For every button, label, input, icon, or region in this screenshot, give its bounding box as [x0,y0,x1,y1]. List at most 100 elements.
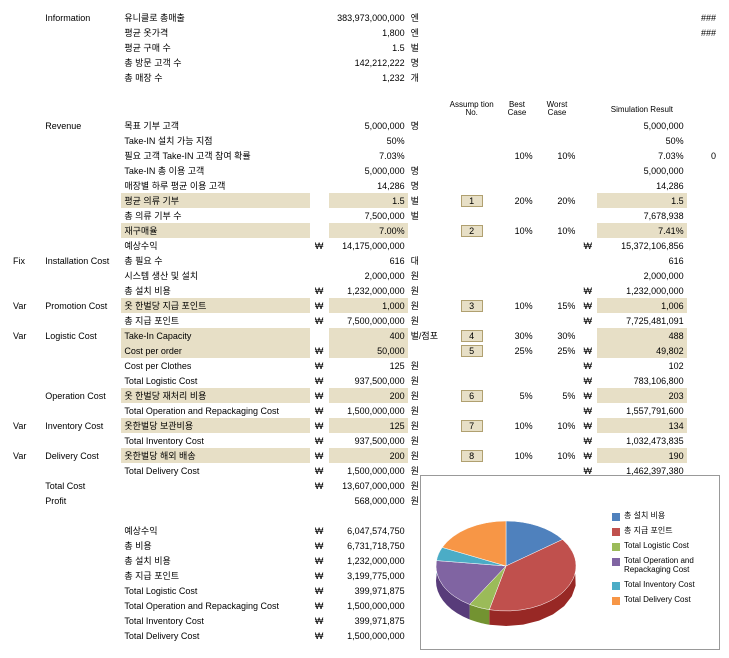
worst: 10% [536,223,579,238]
best: 10% [498,418,535,433]
unit: 명 [408,163,445,178]
worst [536,55,579,70]
cat [10,223,42,238]
currency: ₩ [310,238,329,253]
label: 재구매율 [121,223,309,238]
group [42,628,121,643]
group [42,313,121,328]
value: 1,232,000,000 [329,283,408,298]
value: 1.5 [329,40,408,55]
extra [687,268,719,283]
sim-currency [578,40,597,55]
group: Operation Cost [42,388,121,403]
best: 10% [498,148,535,163]
label: 평균 구매 수 [121,40,309,55]
currency [310,253,329,268]
sim-value [597,55,687,70]
best [498,283,535,298]
legend-item: Total Logistic Cost [612,542,714,551]
cat [10,493,42,508]
currency [310,55,329,70]
extra: ### [687,10,719,25]
cat [10,85,42,100]
worst [536,373,579,388]
worst: 10% [536,148,579,163]
unit: 벌 [408,193,445,208]
sim-currency: ₩ [578,238,597,253]
unit: 명 [408,55,445,70]
group [42,193,121,208]
best: 25% [498,343,535,358]
group [42,433,121,448]
label: Take-In Capacity [121,328,309,343]
sim-value: 7.03% [597,148,687,163]
currency: ₩ [310,283,329,298]
sim-value: 1,557,791,600 [597,403,687,418]
sim-value [597,10,687,25]
best [498,70,535,85]
worst [536,253,579,268]
extra [687,55,719,70]
value: 6,731,718,750 [329,538,408,553]
unit: 원 [408,448,445,463]
extra: ### [687,25,719,40]
value: 5,000,000 [329,118,408,133]
value: 399,971,875 [329,613,408,628]
sim-currency [578,55,597,70]
sim-currency [578,208,597,223]
label: Total Inventory Cost [121,433,309,448]
worst [536,358,579,373]
group [42,508,121,523]
sim-value [597,85,687,100]
sim-currency: ₩ [578,283,597,298]
best [498,358,535,373]
unit: 원 [408,313,445,328]
extra [687,253,719,268]
unit [408,85,445,100]
best [498,373,535,388]
label: 옷한벌당 보관비용 [121,418,309,433]
assump-no: 1 [461,195,483,207]
cat: Fix [10,253,42,268]
assump-no: 3 [461,300,483,312]
group [42,613,121,628]
group: Promotion Cost [42,298,121,313]
group [42,568,121,583]
cat [10,613,42,628]
sim-value: 1,006 [597,298,687,313]
worst [536,118,579,133]
extra [687,373,719,388]
cat [10,10,42,25]
value: 1,232,000,000 [329,553,408,568]
label: 총 지급 포인트 [121,313,309,328]
extra [687,283,719,298]
currency [310,40,329,55]
group [42,178,121,193]
group [42,538,121,553]
sim-currency [578,148,597,163]
extra [687,433,719,448]
cat [10,343,42,358]
cat [10,433,42,448]
value: 1,500,000,000 [329,628,408,643]
sim-value: 50% [597,133,687,148]
label: Cost per order [121,343,309,358]
label [121,478,309,493]
group [42,55,121,70]
sim-currency: ₩ [578,298,597,313]
extra [687,298,719,313]
currency [310,163,329,178]
cat [10,283,42,298]
currency: ₩ [310,538,329,553]
group [42,163,121,178]
value: 1,500,000,000 [329,598,408,613]
currency [310,208,329,223]
currency [310,493,329,508]
value: 1,000 [329,298,408,313]
worst: 25% [536,343,579,358]
assump-no: 2 [461,225,483,237]
best [498,238,535,253]
assump-no: 5 [461,345,483,357]
label: 평균 옷가격 [121,25,309,40]
group [42,268,121,283]
